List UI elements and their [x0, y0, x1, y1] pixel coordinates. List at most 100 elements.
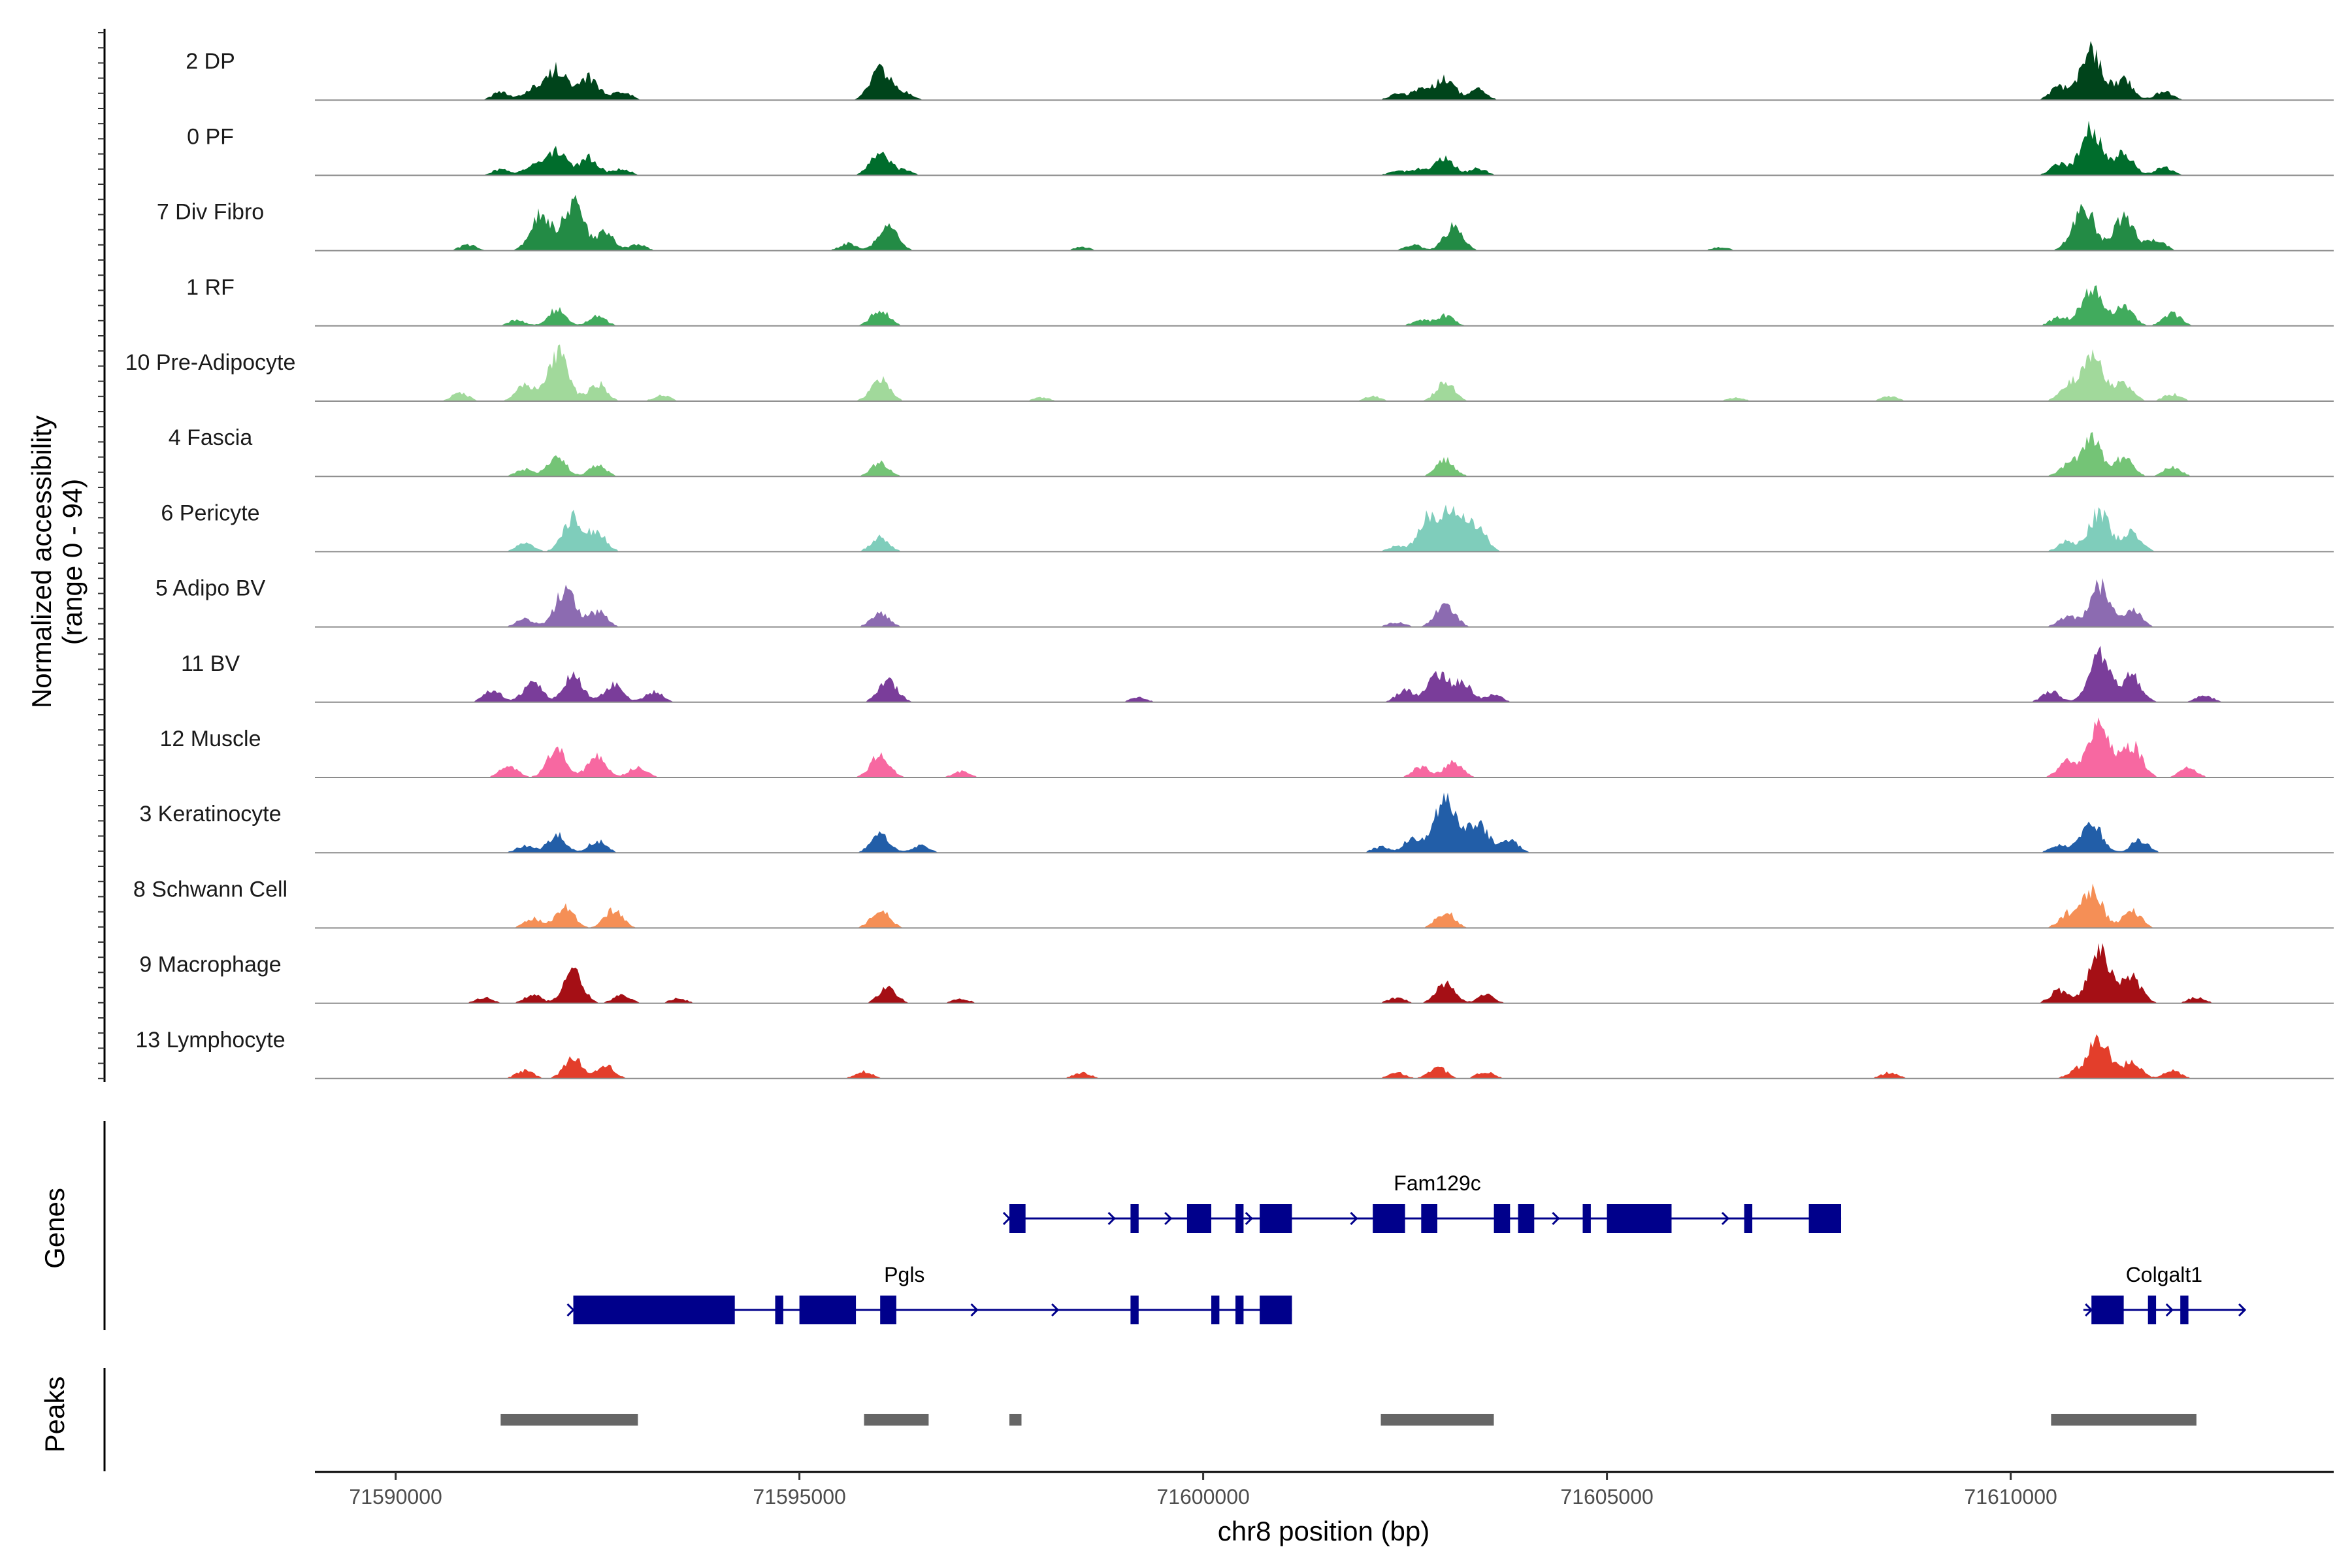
track-1: 0 PF: [187, 120, 2334, 176]
coverage-area: [315, 432, 2334, 477]
y-axis-label: Normalized accessibility: [26, 416, 57, 708]
track-0: 2 DP: [186, 41, 2334, 101]
exon: [1260, 1296, 1292, 1324]
strand-arrow: [1350, 1211, 1358, 1226]
exon: [1009, 1204, 1026, 1233]
peak-region: [1380, 1414, 1494, 1426]
track-9: 12 Muscle: [160, 717, 2334, 778]
strand-arrow: [566, 1303, 575, 1317]
coverage-area: [315, 792, 2334, 853]
exon: [1186, 1204, 1211, 1233]
track-11: 8 Schwann Cell: [133, 877, 2334, 929]
track-2: 7 Div Fibro: [157, 195, 2334, 252]
track-label: 11 BV: [181, 651, 240, 676]
exon: [775, 1296, 783, 1324]
strand-arrow: [1164, 1211, 1173, 1226]
track-label: 0 PF: [187, 124, 234, 149]
gene-label: Fam129c: [1394, 1171, 1480, 1195]
track-label: 2 DP: [186, 49, 235, 74]
track-label: 12 Muscle: [160, 727, 261, 751]
coverage-area: [315, 645, 2334, 702]
coverage-panel: 2 DP 0 PF 7 Div Fibro 1 RF 10 Pre-Adipocyte 4…: [125, 41, 2334, 1079]
x-tick-label: 71605000: [1560, 1485, 1653, 1509]
coverage-area: [315, 883, 2334, 928]
gene-label: Colgalt1: [2126, 1263, 2202, 1286]
track-label: 13 Lymphocyte: [135, 1028, 285, 1053]
exon: [880, 1296, 896, 1324]
track-3: 1 RF: [186, 275, 2334, 327]
track-12: 9 Macrophage: [139, 943, 2334, 1004]
genes-panel-label: Genes: [39, 1188, 70, 1269]
exon: [1607, 1204, 1672, 1233]
track-label: 6 Pericyte: [161, 500, 259, 525]
track-8: 11 BV: [181, 645, 2334, 703]
coverage-area: [315, 195, 2334, 251]
coverage-area: [315, 578, 2334, 627]
track-label: 4 Fascia: [169, 425, 253, 450]
exon: [1211, 1296, 1220, 1324]
strand-arrow: [970, 1303, 979, 1317]
exon: [1808, 1204, 1841, 1233]
peak-region: [500, 1414, 638, 1426]
x-tick-label: 71595000: [753, 1485, 845, 1509]
exon: [1582, 1204, 1591, 1233]
x-tick-label: 71610000: [1964, 1485, 2057, 1509]
strand-arrow: [2165, 1303, 2174, 1317]
track-label: 8 Schwann Cell: [133, 877, 287, 902]
track-label: 5 Adipo BV: [155, 576, 266, 601]
track-5: 4 Fascia: [169, 425, 2334, 478]
y-axis: [98, 29, 106, 1082]
peak-region: [864, 1414, 929, 1426]
exon: [1744, 1204, 1753, 1233]
track-13: 13 Lymphocyte: [135, 1028, 2334, 1079]
gene-label: Pgls: [884, 1263, 924, 1286]
gene-1: Pgls: [566, 1263, 1292, 1324]
exon: [1373, 1204, 1405, 1233]
coverage-area: [315, 285, 2334, 326]
gene-0: Fam129c: [1002, 1171, 1842, 1233]
track-label: 7 Div Fibro: [157, 200, 264, 225]
exon: [1260, 1204, 1292, 1233]
peaks-panel: [103, 1368, 2197, 1471]
x-axis-label: chr8 position (bp): [1218, 1516, 1430, 1546]
exon: [1235, 1204, 1244, 1233]
coverage-area: [315, 120, 2334, 176]
strand-arrow: [1245, 1211, 1253, 1226]
exon: [1130, 1204, 1139, 1233]
genes-panel: Fam129c Pgls Colgalt1: [103, 1121, 2247, 1330]
exon: [2180, 1296, 2189, 1324]
strand-arrow: [1552, 1211, 1560, 1226]
coverage-area: [315, 344, 2334, 401]
x-tick-label: 71600000: [1156, 1485, 1249, 1509]
strand-arrow: [2085, 1303, 2093, 1317]
track-7: 5 Adipo BV: [155, 576, 2334, 628]
strand-arrow: [1721, 1211, 1730, 1226]
exon: [1494, 1204, 1511, 1233]
coverage-area: [315, 717, 2334, 777]
coverage-area: [315, 943, 2334, 1004]
track-10: 3 Keratinocyte: [139, 792, 2334, 854]
coverage-area: [315, 1034, 2334, 1079]
peak-region: [2051, 1414, 2197, 1426]
exon: [1130, 1296, 1139, 1324]
coverage-area: [315, 41, 2334, 101]
x-tick-label: 71590000: [349, 1485, 442, 1509]
peak-region: [1009, 1414, 1022, 1426]
exon: [2148, 1296, 2157, 1324]
track-6: 6 Pericyte: [161, 500, 2334, 553]
track-label: 9 Macrophage: [139, 953, 281, 977]
coverage-area: [315, 504, 2334, 552]
strand-arrow: [1002, 1211, 1011, 1226]
exon: [799, 1296, 857, 1324]
track-label: 10 Pre-Adipocyte: [125, 350, 296, 375]
gene-2: Colgalt1: [2083, 1263, 2247, 1324]
track-label: 1 RF: [186, 275, 235, 300]
x-axis: 71590000 71595000 71600000 71605000 71610000: [315, 1471, 2334, 1509]
peaks-panel-label: Peaks: [39, 1377, 70, 1453]
exon: [1421, 1204, 1437, 1233]
y-axis-label-range: (range 0 - 94): [57, 479, 88, 645]
track-4: 10 Pre-Adipocyte: [125, 344, 2334, 402]
strand-arrow: [1051, 1303, 1060, 1317]
strand-arrow: [2238, 1303, 2247, 1317]
exon: [2091, 1296, 2124, 1324]
